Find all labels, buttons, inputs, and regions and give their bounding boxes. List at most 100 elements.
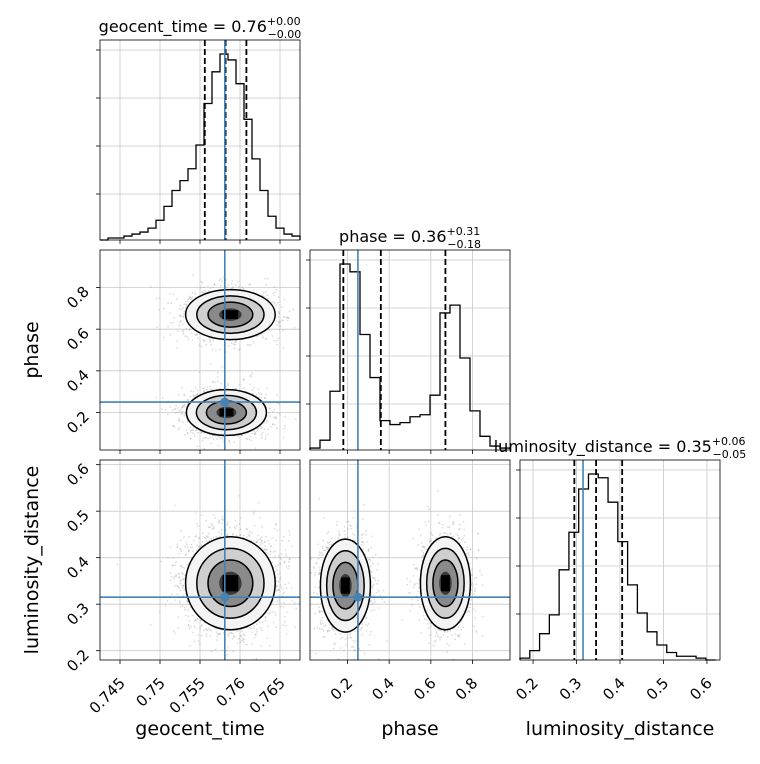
sample-point: [183, 415, 185, 417]
sample-point: [260, 541, 262, 543]
sample-point: [196, 394, 198, 396]
sample-point: [202, 440, 204, 442]
sample-point: [202, 438, 204, 440]
sample-point: [278, 321, 280, 323]
sample-point: [235, 388, 237, 390]
sample-point: [237, 642, 239, 644]
sample-point: [287, 612, 289, 614]
sample-point: [172, 425, 174, 427]
sample-point: [212, 286, 214, 288]
sample-point: [167, 414, 169, 416]
sample-point: [278, 413, 280, 415]
sample-point: [265, 291, 267, 293]
sample-point: [249, 627, 251, 629]
sample-point: [221, 366, 223, 368]
sample-point: [228, 440, 230, 442]
sample-point: [284, 425, 286, 427]
sample-point: [182, 331, 184, 333]
sample-point: [150, 624, 152, 626]
sample-point: [182, 407, 184, 409]
sample-point: [220, 285, 222, 287]
sample-point: [275, 566, 277, 568]
sample-point: [189, 296, 191, 298]
sample-point: [278, 296, 280, 298]
sample-point: [177, 429, 179, 431]
sample-point: [259, 393, 261, 395]
sample-point: [183, 316, 185, 318]
sample-point: [264, 438, 266, 440]
sample-point: [231, 342, 233, 344]
sample-point: [257, 428, 259, 430]
sample-point: [201, 346, 203, 348]
sample-point: [268, 413, 270, 415]
sample-point: [273, 622, 275, 624]
sample-point: [288, 561, 290, 563]
sample-point: [194, 334, 196, 336]
sample-point: [305, 396, 307, 398]
sample-point: [283, 316, 285, 318]
sample-point: [243, 378, 245, 380]
title-plus: +0.06: [712, 435, 746, 448]
sample-point: [206, 541, 208, 543]
sample-point: [167, 557, 169, 559]
sample-point: [226, 650, 228, 652]
sample-point: [218, 520, 220, 522]
panel-title-luminosity_distance: luminosity_distance = 0.35+0.06−0.05: [494, 435, 747, 461]
sample-point: [249, 284, 251, 286]
sample-point: [177, 616, 179, 618]
sample-point: [189, 645, 191, 647]
y-tick-label: 0.6: [63, 324, 93, 354]
y-tick-label: 0.8: [63, 283, 93, 313]
sample-point: [286, 633, 288, 635]
sample-point: [286, 587, 288, 589]
sample-point: [265, 620, 267, 622]
sample-point: [253, 540, 255, 542]
sample-point: [182, 605, 184, 607]
sample-point: [241, 435, 243, 437]
sample-point: [284, 616, 286, 618]
sample-point: [219, 349, 221, 351]
sample-point: [238, 638, 240, 640]
sample-point: [175, 574, 177, 576]
sample-point: [277, 302, 279, 304]
sample-point: [273, 292, 275, 294]
sample-point: [203, 537, 205, 539]
hist-panel-phase: phase = 0.36+0.31−0.18: [306, 225, 510, 454]
sample-point: [182, 567, 184, 569]
sample-point: [262, 622, 264, 624]
sample-point: [222, 439, 224, 441]
sample-point: [270, 550, 272, 552]
sample-point: [261, 437, 263, 439]
sample-point: [253, 627, 255, 629]
sample-point: [229, 527, 231, 529]
sample-point: [235, 284, 237, 286]
sample-point: [180, 590, 182, 592]
sample-point: [188, 616, 190, 618]
title-value: 0.36: [411, 227, 447, 246]
sample-point: [180, 305, 182, 307]
sample-point: [257, 430, 259, 432]
sample-point: [275, 304, 277, 306]
sample-point: [278, 312, 280, 314]
sample-point: [249, 383, 251, 385]
sample-point: [204, 289, 206, 291]
sample-point: [278, 325, 280, 327]
sample-point: [211, 538, 213, 540]
sample-point: [241, 635, 243, 637]
sample-point: [228, 635, 230, 637]
sample-point: [150, 286, 152, 288]
sample-point: [286, 316, 288, 318]
sample-point: [174, 564, 176, 566]
sample-point: [197, 446, 199, 448]
sample-point: [183, 537, 185, 539]
sample-point: [170, 302, 172, 304]
sample-point: [284, 584, 286, 586]
sample-point: [174, 505, 176, 507]
sample-point: [208, 338, 210, 340]
sample-point: [195, 513, 197, 515]
sample-point: [200, 287, 202, 289]
sample-point: [275, 291, 277, 293]
sample-point: [213, 528, 215, 530]
panel-title-phase: phase = 0.36+0.31−0.18: [339, 225, 481, 251]
